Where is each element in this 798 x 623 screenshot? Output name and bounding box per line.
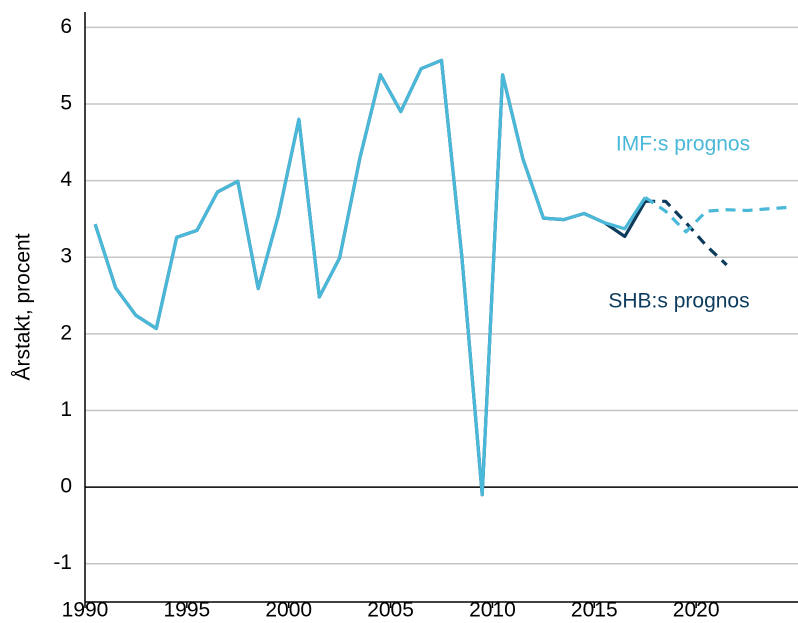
x-tick-label: 2015: [571, 599, 618, 622]
y-tick-label: 2: [60, 321, 72, 344]
forecast-line: [645, 199, 728, 267]
series-label: IMF:s prognos: [616, 133, 750, 156]
history-line: [93, 58, 647, 497]
y-axis-label: Årstakt, procent: [12, 233, 35, 380]
y-tick-label: 3: [60, 245, 72, 268]
y-tick-label: 0: [60, 475, 72, 498]
x-tick-label: 1990: [62, 599, 109, 622]
series-label: SHB:s prognos: [608, 290, 749, 313]
y-tick-label: -1: [53, 551, 72, 574]
y-tick-label: 6: [60, 15, 72, 38]
history-line: [93, 58, 647, 497]
y-tick-label: 4: [60, 168, 72, 191]
x-tick-label: 2000: [265, 599, 312, 622]
y-tick-label: 1: [60, 398, 72, 421]
forecast-line: [644, 196, 788, 234]
x-tick-label: 2005: [367, 599, 414, 622]
x-tick-label: 1995: [163, 599, 210, 622]
x-tick-label: 2010: [469, 599, 516, 622]
x-tick-label: 2020: [673, 599, 720, 622]
y-tick-label: 5: [60, 91, 72, 114]
